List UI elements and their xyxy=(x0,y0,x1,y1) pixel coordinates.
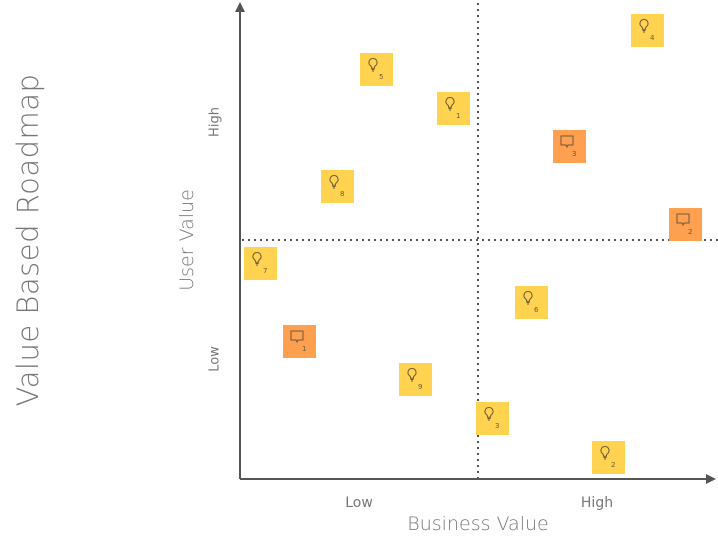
note-number: 5 xyxy=(379,73,384,81)
sticky-note-idea[interactable]: 9 xyxy=(399,363,432,396)
note-number: 7 xyxy=(263,267,268,275)
x-axis-label: Business Value xyxy=(407,513,549,535)
note-number: 6 xyxy=(534,306,539,314)
sticky-note-feedback[interactable]: 2 xyxy=(669,208,702,241)
y-high-label: High xyxy=(207,107,223,137)
sticky-note-idea[interactable]: 2 xyxy=(592,441,625,474)
note-number: 3 xyxy=(495,422,500,430)
note-number: 9 xyxy=(418,383,423,391)
note-number: 2 xyxy=(611,461,616,469)
note-number: 2 xyxy=(688,228,693,236)
note-number: 8 xyxy=(340,190,345,198)
x-low-label: Low xyxy=(345,495,373,511)
x-high-label: High xyxy=(580,495,614,511)
sticky-note-idea[interactable]: 4 xyxy=(631,14,664,47)
note-number: 3 xyxy=(572,150,577,158)
sticky-note-idea[interactable]: 3 xyxy=(476,402,509,435)
note-number: 1 xyxy=(456,112,461,120)
x-axis-arrow xyxy=(706,474,716,484)
sticky-note-idea[interactable]: 7 xyxy=(244,247,277,280)
y-low-label: Low xyxy=(207,346,223,372)
y-axis-label: User Value xyxy=(176,189,198,291)
sticky-note-idea[interactable]: 1 xyxy=(437,92,470,125)
note-number: 1 xyxy=(302,345,307,353)
note-number: 4 xyxy=(650,34,655,42)
sticky-note-idea[interactable]: 8 xyxy=(321,170,354,203)
sticky-note-feedback[interactable]: 1 xyxy=(283,325,316,358)
y-axis-arrow xyxy=(235,2,245,12)
sticky-note-feedback[interactable]: 3 xyxy=(553,130,586,163)
sticky-note-idea[interactable]: 5 xyxy=(360,53,393,86)
sticky-note-idea[interactable]: 6 xyxy=(515,286,548,319)
